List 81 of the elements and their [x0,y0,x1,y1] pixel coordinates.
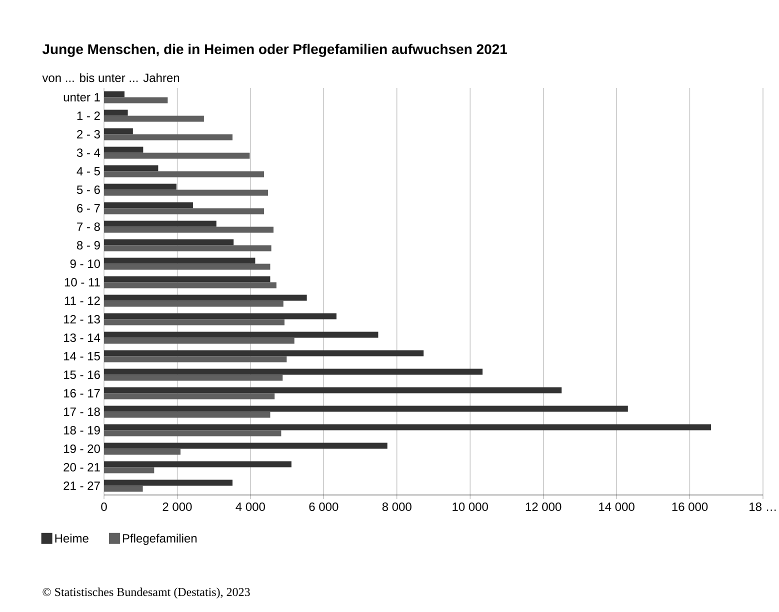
text: © Statistisches Bundesamt (Destatis), 2023 [42,588,250,599]
bar [104,424,712,430]
bar [104,97,168,104]
x-tick-label: 6 000 [309,502,338,512]
y-tick-label: unter 1 [64,93,100,102]
x-tick-label: 0 [101,502,107,512]
bar [104,461,292,468]
bar [104,406,628,412]
y-tick-label: 10 - 11 [64,278,100,286]
bar [104,412,270,418]
y-tick-label: 18 - 19 [64,426,100,434]
bar [104,165,158,172]
bar [104,276,270,282]
y-tick-label: 8 - 9 [76,241,100,250]
bar [104,220,216,227]
y-tick-label: 16 - 17 [64,389,100,398]
bar [104,190,268,196]
bar [104,258,256,264]
x-tick-label: 16 000 [672,502,708,512]
legend-label: Pflegefamilien [122,534,197,545]
bar [104,146,144,153]
y-tick-label: 19 - 20 [64,444,100,453]
bar [104,442,388,449]
bar [104,368,483,375]
bar [104,300,284,307]
bar [104,294,307,301]
bar [104,110,128,116]
bar [104,116,204,122]
bar [104,282,276,288]
bar [104,134,233,140]
x-tick-label: 8 000 [382,502,412,512]
legend-label: Heime [55,534,88,543]
x-tick-label: 18 … [750,502,776,512]
bar [104,264,270,270]
bar [104,430,282,436]
bar [104,208,264,214]
bar [104,226,274,233]
bar [104,387,562,394]
bar [104,128,133,134]
bar [104,467,154,474]
x-tick-label: 12 000 [526,502,562,512]
bar [104,448,181,455]
bar [104,480,233,486]
y-tick-label: 9 - 10 [70,260,100,268]
y-tick-label: 14 - 15 [64,352,100,360]
bar [104,374,283,381]
bar [104,332,378,338]
y-tick-label: 1 - 2 [77,112,100,120]
y-tick-label: 17 - 18 [64,408,100,416]
x-tick-label: 2 000 [162,502,192,512]
bar [104,319,284,326]
x-tick-label: 4 000 [236,502,265,512]
bar [104,486,143,492]
bar [104,171,264,178]
chart-title: Junge Menschen, die in Heimen oder Pflegefamilien aufwuchsen 2021 [42,44,508,57]
y-tick-label: 15 - 16 [64,370,100,379]
x-tick-label: 10 000 [452,502,488,512]
bar [104,152,250,159]
bar [104,313,336,320]
y-tick-label: 3 - 4 [76,148,100,157]
y-tick-label: 12 - 13 [64,315,100,324]
y-tick-label: 11 - 12 [64,296,100,305]
y-tick-label: 5 - 6 [76,186,100,194]
y-tick-label: 6 - 7 [77,204,100,212]
bar [104,350,424,356]
bar [104,202,193,208]
y-tick-label: 20 - 21 [64,462,100,472]
bar [104,245,272,252]
bar [104,91,125,98]
bar [104,393,275,400]
y-tick-label: 21 - 27 [64,482,100,490]
y-tick-label: 7 - 8 [77,222,100,231]
y-tick-label: 4 - 5 [76,167,100,176]
y-tick-label: 13 - 14 [64,334,100,342]
bar [104,356,287,362]
bar [104,239,234,246]
y-tick-label: 2 - 3 [77,130,100,138]
y-axis-title: von ... bis unter ... Jahren [42,73,180,82]
bar [104,184,176,190]
x-tick-label: 14 000 [599,502,634,512]
bar [104,338,294,344]
